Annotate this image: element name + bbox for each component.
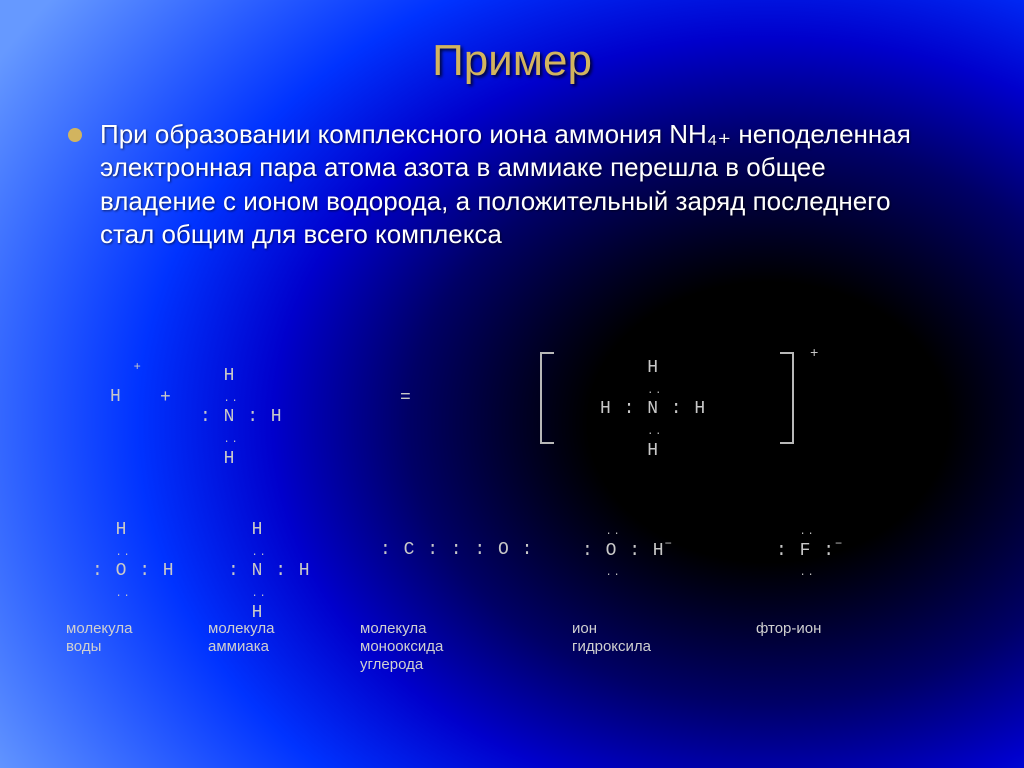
co-lewis: : C : : : O : — [380, 540, 533, 561]
nh4-charge: + — [810, 346, 818, 362]
label-co: молекуламонооксидауглерода — [360, 620, 510, 674]
oh-lewis: .. : O : H− .. — [582, 520, 673, 582]
nh3-reactant: H .. : N : H .. H — [200, 366, 283, 469]
h-plus: + H — [110, 366, 142, 407]
label-h2o: молекулаводы — [66, 620, 216, 656]
f-lewis: .. : F :− .. — [776, 520, 843, 582]
plus-sign: + — [160, 388, 171, 408]
label-oh: ионгидроксила — [572, 620, 722, 656]
slide-paragraph: При образовании комплексного иона аммони… — [100, 118, 940, 251]
label-f: фтор-ион — [756, 620, 906, 638]
lewis-diagrams: + H + H .. : N : H .. H = H .. H : N : H… — [0, 340, 1024, 760]
nh3-lewis: H .. : N : H .. H — [228, 520, 311, 623]
equals-sign: = — [400, 388, 411, 408]
h2o-lewis: H .. : O : H .. — [92, 520, 175, 603]
label-nh3: молекулааммиака — [208, 620, 358, 656]
bullet-icon — [68, 128, 82, 142]
slide-title: Пример — [432, 36, 592, 86]
